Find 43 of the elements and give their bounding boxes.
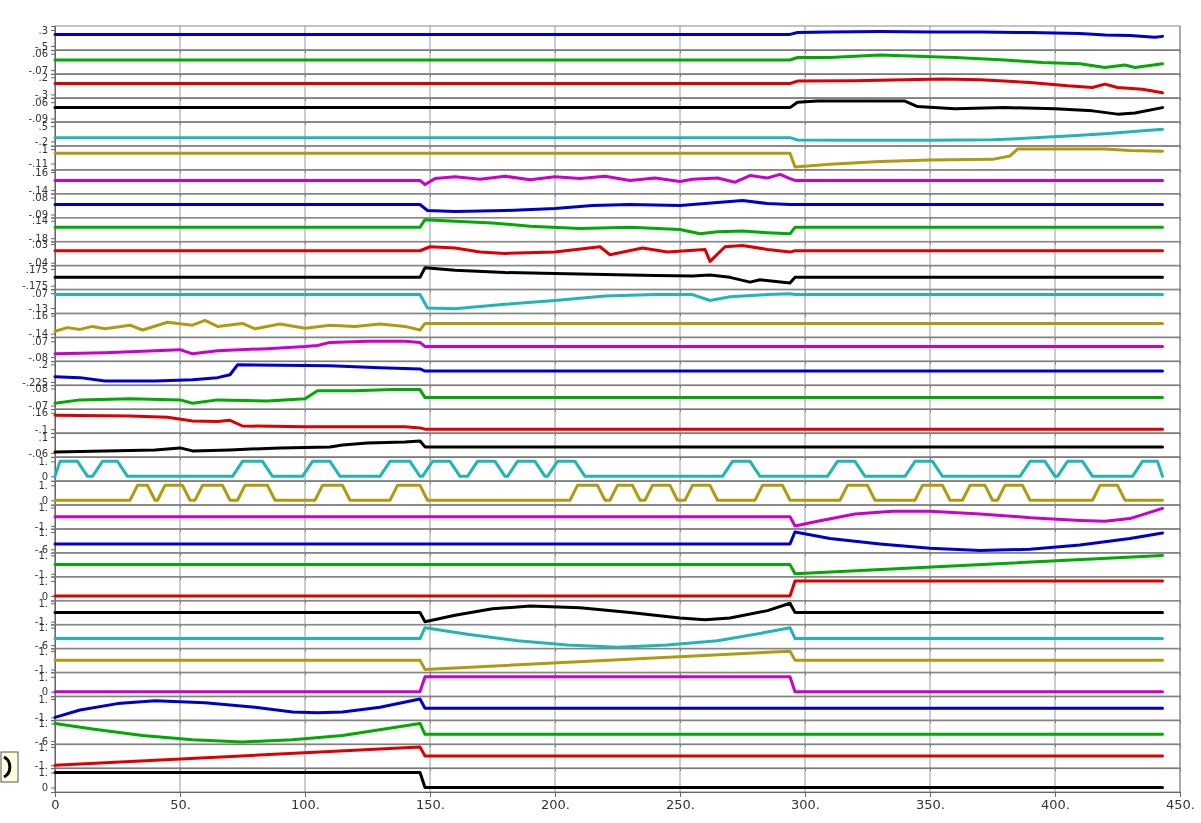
y-tick-label: .16 xyxy=(32,407,48,419)
y-tick-label: 0 xyxy=(41,471,48,483)
line-series xyxy=(53,266,1164,285)
x-tick-label: 0 xyxy=(51,797,60,813)
line-series xyxy=(53,697,1164,719)
line-series xyxy=(53,127,1164,142)
y-tick-label: 1. xyxy=(38,456,48,468)
line-series xyxy=(53,506,1164,528)
x-tick-label: 200. xyxy=(541,797,570,813)
line-series xyxy=(53,439,1164,454)
line-series xyxy=(53,363,1164,383)
x-tick-label: 100. xyxy=(291,797,320,813)
line-series xyxy=(53,339,1164,356)
x-tick-label: 50. xyxy=(170,797,191,813)
x-tick-label: 400. xyxy=(1041,797,1070,813)
line-series xyxy=(53,388,1164,405)
line-series xyxy=(53,721,1164,744)
x-tick-label: 150. xyxy=(416,797,445,813)
y-tick-label: 0 xyxy=(41,782,48,794)
line-series xyxy=(53,147,1164,169)
x-tick-label: 350. xyxy=(916,797,945,813)
y-tick-label: 1. xyxy=(38,502,48,514)
y-tick-label: .14 xyxy=(32,215,48,227)
line-series xyxy=(53,172,1164,187)
y-tick-label: .3 xyxy=(38,24,48,36)
y-tick-label: 1. xyxy=(38,480,48,491)
line-series xyxy=(53,530,1164,552)
line-series xyxy=(53,292,1164,311)
line-series xyxy=(53,243,1164,263)
x-tick-label: 300. xyxy=(791,797,820,813)
line-series xyxy=(53,626,1164,649)
line-series xyxy=(53,77,1164,95)
line-series xyxy=(53,99,1164,116)
line-series xyxy=(53,318,1164,333)
line-series xyxy=(53,601,1164,624)
y-tick-label: -.06 xyxy=(28,447,48,459)
line-series xyxy=(53,218,1164,236)
line-series xyxy=(53,413,1164,431)
line-series xyxy=(53,199,1164,214)
x-tick-label: 450. xyxy=(1166,797,1195,813)
x-tick-label: 250. xyxy=(666,797,695,813)
line-series xyxy=(53,53,1164,70)
y-tick-label: .06 xyxy=(32,48,48,60)
